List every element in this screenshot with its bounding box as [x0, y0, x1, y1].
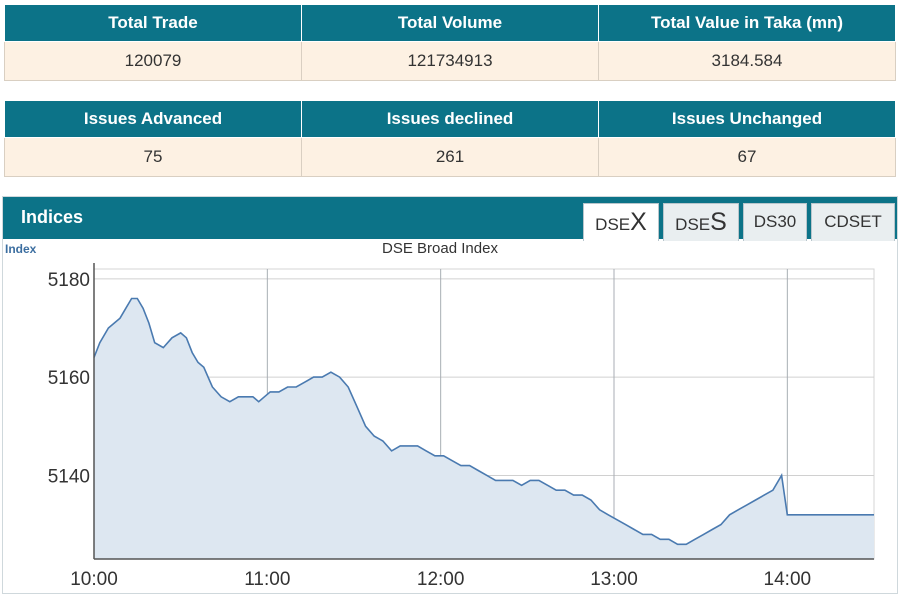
header-issues-advanced: Issues Advanced [4, 100, 302, 138]
header-issues-unchanged: Issues Unchanged [598, 100, 896, 138]
y-tick-label: 5160 [48, 368, 90, 389]
x-tick-label: 11:00 [244, 569, 290, 590]
header-total-trade: Total Trade [4, 4, 302, 42]
x-tick-label: 12:00 [417, 569, 465, 590]
index-line [93, 297, 874, 546]
header-total-value: Total Value in Taka (mn) [598, 4, 896, 42]
indices-panel: Indices DSEX DSES DS30 CDSET 5140 5160 518… [2, 196, 898, 594]
tab-dsex-prefix: DSE [595, 215, 631, 234]
tab-cdset[interactable]: CDSET [811, 203, 895, 243]
value-total-value: 3184.584 [598, 41, 896, 81]
header-issues-declined: Issues declined [301, 100, 599, 138]
tab-dses-suffix: S [710, 208, 727, 236]
tab-ds30[interactable]: DS30 [743, 203, 807, 243]
market-stats-table: Total Trade Total Volume Total Value in … [4, 4, 896, 81]
x-tick-label: 14:00 [764, 569, 812, 590]
y-tick-label: 5140 [48, 466, 90, 487]
value-total-trade: 120079 [4, 41, 302, 81]
y-tick-label: 5180 [48, 270, 90, 291]
tab-dsex-suffix: X [630, 208, 647, 236]
tab-dses[interactable]: DSES [663, 203, 739, 243]
chart-title: DSE Broad Index [382, 241, 498, 257]
value-issues-advanced: 75 [4, 137, 302, 177]
y-axis-label: Index [5, 242, 37, 256]
chart-axes: 5140 5160 5180 10:00 11:00 12:00 13:00 14:00 [48, 263, 874, 590]
header-total-volume: Total Volume [301, 4, 599, 42]
index-area-fill [94, 298, 874, 559]
x-tick-label: 10:00 [70, 569, 118, 590]
value-issues-declined: 261 [301, 137, 599, 177]
tab-dsex[interactable]: DSEX [583, 203, 659, 245]
x-tick-label: 13:00 [590, 569, 638, 590]
issues-stats-table: Issues Advanced Issues declined Issues U… [4, 100, 896, 177]
indices-title: Indices [21, 207, 84, 227]
dse-broad-index-chart: 5140 5160 5180 10:00 11:00 12:00 13:00 14:00 In… [4, 241, 896, 593]
tab-dses-prefix: DSE [675, 215, 711, 234]
value-total-volume: 121734913 [301, 41, 599, 81]
value-issues-unchanged: 67 [598, 137, 896, 177]
